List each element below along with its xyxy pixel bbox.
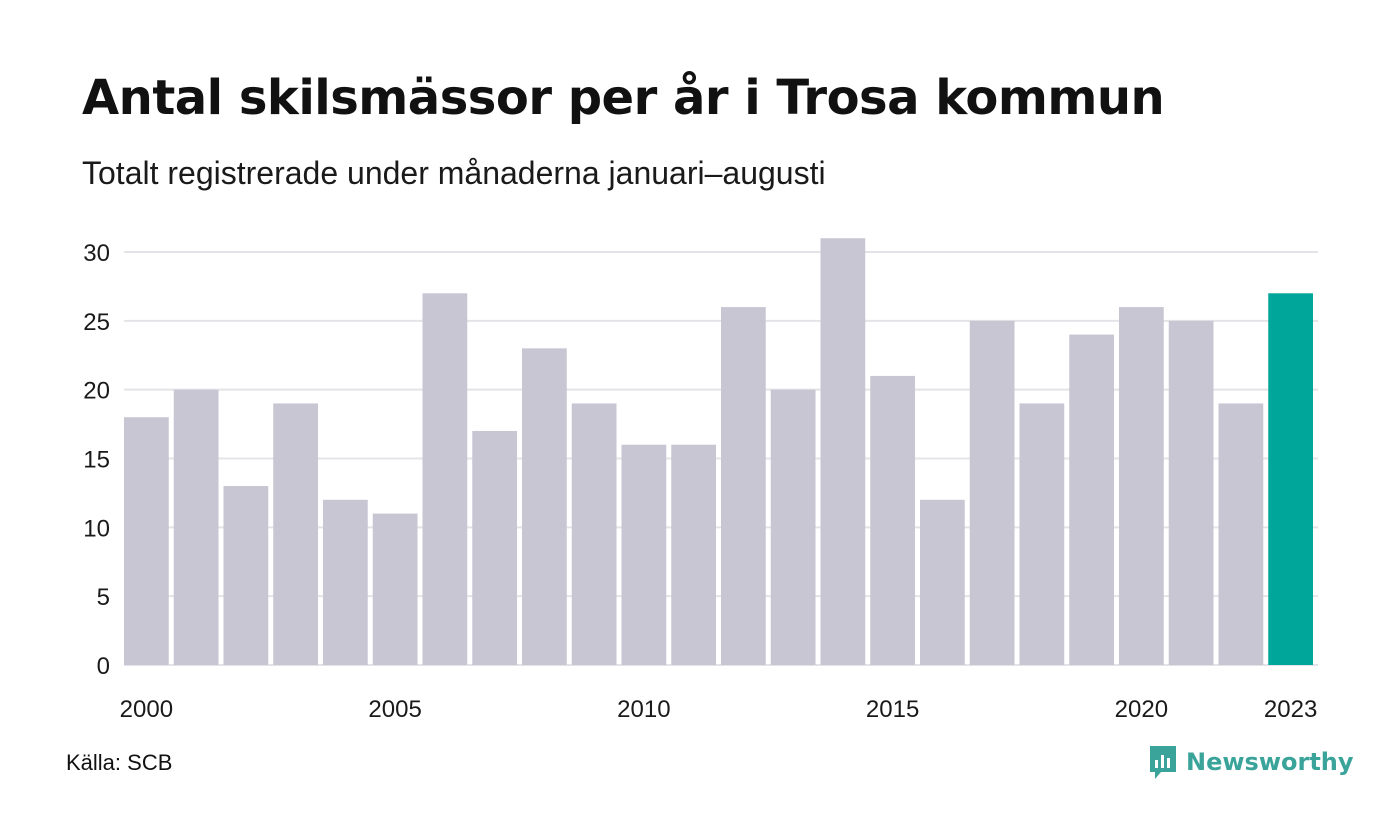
bar-2001: [173, 389, 219, 665]
y-tick-label: 15: [83, 447, 110, 474]
bar-2012: [721, 307, 766, 665]
newsworthy-logo-icon: [1150, 746, 1176, 779]
bar-2003: [273, 403, 318, 665]
bar-2002: [223, 486, 269, 665]
bar-2009: [571, 403, 617, 665]
x-tick-label: 2010: [617, 696, 670, 723]
y-tick-label: 5: [97, 584, 110, 611]
bars: [124, 238, 1313, 666]
x-axis-ticks: 2000 2005 2010 2015 2020 2023: [120, 696, 1318, 723]
x-tick-label: 2020: [1115, 696, 1168, 723]
brand-logo[interactable]: Newsworthy: [1148, 744, 1354, 780]
bar-2022: [1218, 403, 1264, 665]
x-tick-label: 2015: [866, 696, 919, 723]
y-axis-ticks: 0 5 10 15 20 25 30: [83, 240, 110, 680]
bar-2019: [1069, 334, 1114, 665]
chart-subtitle: Totalt registrerade under månaderna janu…: [82, 155, 826, 191]
bar-2004: [323, 499, 368, 665]
bar-2020: [1119, 307, 1164, 665]
y-tick-label: 25: [83, 309, 110, 336]
bar-2016: [920, 499, 965, 665]
bar-2017: [969, 320, 1015, 665]
y-tick-label: 0: [97, 653, 110, 680]
bar-2018: [1019, 403, 1065, 665]
y-tick-label: 30: [83, 240, 110, 267]
bar-2021: [1168, 320, 1214, 665]
bar-2006: [422, 293, 468, 665]
bar-2005: [372, 513, 418, 665]
bar-2023: [1268, 293, 1313, 665]
bar-2008: [522, 348, 567, 665]
bar-2011: [671, 444, 716, 665]
source-note: Källa: SCB: [66, 750, 173, 775]
bar-2000: [124, 417, 169, 665]
y-tick-label: 20: [83, 378, 110, 405]
bar-2014: [820, 238, 866, 666]
x-tick-label: 2023: [1264, 696, 1317, 723]
bar-2007: [472, 430, 517, 665]
x-tick-label: 2005: [368, 696, 421, 723]
bar-2013: [770, 389, 816, 665]
chart-title: Antal skilsmässor per år i Trosa kommun: [82, 70, 1165, 126]
bar-2015: [870, 375, 915, 665]
bar-2010: [621, 444, 667, 665]
brand-name: Newsworthy: [1186, 748, 1354, 776]
x-tick-label: 2000: [120, 696, 173, 723]
y-tick-label: 10: [83, 515, 110, 542]
